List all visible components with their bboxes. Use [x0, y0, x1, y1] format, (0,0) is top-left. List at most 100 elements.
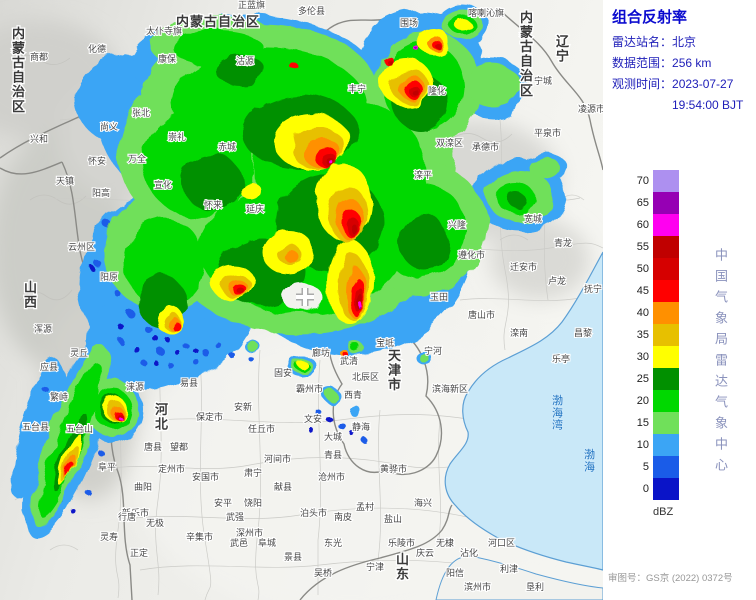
- echo-cell: [171, 321, 181, 331]
- echo-cell: [133, 346, 139, 352]
- echo-cell: [530, 157, 560, 179]
- legend-dbz-value: 10: [636, 439, 649, 451]
- city-label: 庆云: [416, 547, 434, 558]
- echo-cell: [358, 301, 362, 309]
- city-label: 沧州市: [318, 471, 345, 482]
- legend-color-swatch: [653, 324, 679, 346]
- city-label: 灵寿: [100, 531, 118, 542]
- legend-color-swatch: [653, 214, 679, 236]
- echo-cell: [508, 193, 526, 207]
- echo-cell: [400, 214, 448, 270]
- city-label: 灵丘: [70, 348, 88, 358]
- city-label: 宣化: [154, 179, 172, 190]
- echo-cell: [230, 353, 236, 359]
- city-label: 保定市: [196, 411, 223, 422]
- radar-echo-layer: [11, 4, 567, 538]
- dbz-color-legend: 70 65 60 55 50 45 40 35 30 25 20 15 10 5 0: [623, 170, 679, 500]
- echo-cell: [182, 154, 242, 210]
- city-label: 泊头市: [300, 507, 327, 518]
- sea-label: 渤海湾: [552, 394, 563, 432]
- echo-cell: [119, 325, 125, 331]
- city-label: 乐陵市: [388, 537, 415, 548]
- echo-cell: [358, 306, 362, 310]
- city-label: 滦平: [414, 169, 432, 180]
- echo-cell: [351, 224, 357, 234]
- echo-cell: [338, 422, 346, 430]
- city-label: 多伦县: [298, 5, 325, 16]
- city-label: 赤城: [218, 142, 236, 152]
- legend-row: 35: [623, 324, 679, 346]
- echo-cell: [467, 65, 521, 107]
- city-label: 迁安市: [510, 261, 537, 272]
- city-label: 安国市: [192, 471, 219, 482]
- legend-row: 60: [623, 214, 679, 236]
- city-label: 怀来: [204, 199, 222, 210]
- province-label: 辽宁: [556, 34, 570, 64]
- city-label: 阜城: [258, 537, 276, 548]
- radar-metadata: 雷达站名：北京 数据范围：256 km 观测时间：2023-07-27 19:5…: [612, 32, 743, 116]
- city-label: 曲阳: [134, 482, 152, 492]
- agency-credit: 中国气象局雷达气象中心: [713, 248, 728, 479]
- city-label: 安新: [234, 401, 252, 412]
- echo-cell: [307, 426, 313, 432]
- city-label: 滨海新区: [432, 383, 468, 394]
- city-label: 青县: [324, 449, 342, 460]
- legend-row: 65: [623, 192, 679, 214]
- city-label: 宁河: [424, 345, 442, 356]
- echo-cell: [350, 407, 362, 417]
- city-label: 文安: [304, 413, 322, 424]
- echo-cell: [193, 359, 199, 365]
- city-label: 青龙: [554, 237, 572, 248]
- legend-row: 10: [623, 434, 679, 456]
- echo-cell: [165, 337, 171, 343]
- echo-cell: [11, 360, 65, 500]
- city-label: 南皮: [334, 511, 352, 522]
- legend-dbz-value: 70: [636, 175, 649, 187]
- legend-row: 30: [623, 346, 679, 368]
- map-approval-number: 审图号：GS京 (2022) 0372号: [608, 573, 733, 584]
- city-label: 吴桥: [314, 567, 332, 578]
- echo-cell: [155, 338, 161, 344]
- city-label: 康保: [158, 53, 176, 64]
- echo-cell: [351, 344, 361, 352]
- legend-color-swatch: [653, 456, 679, 478]
- city-label: 繁峙: [50, 391, 68, 402]
- province-label: 河北: [155, 402, 169, 432]
- legend-dbz-value: 5: [642, 461, 649, 473]
- legend-row: 15: [623, 412, 679, 434]
- city-label: 五台山: [66, 423, 93, 434]
- echo-cell: [285, 251, 299, 263]
- legend-row: 40: [623, 302, 679, 324]
- echo-cell: [116, 414, 120, 418]
- legend-color-swatch: [653, 170, 679, 192]
- echo-cell: [97, 449, 103, 455]
- legend-dbz-value: 0: [642, 483, 649, 495]
- city-label: 定州市: [158, 463, 185, 474]
- legend-row: 55: [623, 236, 679, 258]
- legend-color-swatch: [653, 478, 679, 500]
- echo-cell: [124, 218, 204, 306]
- province-label: 山东: [396, 552, 410, 582]
- city-label: 平泉市: [534, 127, 561, 138]
- echo-cell: [175, 350, 181, 356]
- legend-color-swatch: [653, 390, 679, 412]
- city-label: 卢龙: [548, 275, 566, 286]
- city-label: 任丘市: [248, 423, 275, 434]
- city-label: 景县: [284, 552, 302, 562]
- city-label: 围场: [400, 18, 418, 28]
- city-label: 饶阳: [244, 497, 262, 508]
- legend-row: 5: [623, 456, 679, 478]
- city-label: 沽源: [236, 55, 254, 66]
- legend-color-swatch: [653, 368, 679, 390]
- station-label: 雷达站名：: [612, 35, 673, 49]
- echo-cell: [118, 338, 124, 344]
- city-label: 宽城: [524, 213, 542, 224]
- city-label: 武邑: [230, 537, 248, 548]
- echo-cell: [89, 265, 95, 271]
- echo-cell: [71, 509, 77, 515]
- echo-cell: [202, 349, 210, 357]
- legend-color-swatch: [653, 302, 679, 324]
- city-label: 浑源: [34, 324, 52, 334]
- city-label: 垦利: [526, 581, 544, 592]
- echo-cell: [326, 391, 338, 401]
